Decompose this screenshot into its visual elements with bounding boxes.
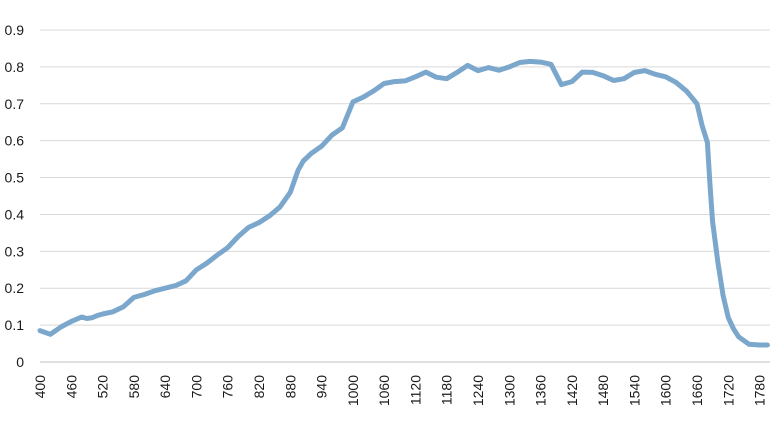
x-tick-label: 1000 — [345, 375, 361, 406]
series-line — [37, 58, 770, 348]
x-tick-label: 1300 — [501, 375, 517, 406]
x-tick-label: 1060 — [376, 375, 392, 406]
y-tick-label: 0.7 — [5, 96, 25, 112]
y-tick-label: 0.2 — [5, 280, 25, 296]
y-tick-label: 0.8 — [5, 59, 25, 75]
y-tick-label: 0.4 — [5, 206, 25, 222]
y-axis-tick-labels: 0 0.1 0.2 0.3 0.4 0.5 0.6 0.7 0.8 0.9 — [5, 22, 25, 370]
x-tick-label: 760 — [220, 375, 236, 399]
x-tick-label: 1420 — [564, 375, 580, 406]
x-axis-tick-labels: 400 460 520 580 640 700 760 820 880 940 1000 1060 11… — [32, 375, 768, 406]
y-tick-label: 0.5 — [5, 170, 25, 186]
x-tick-label: 1240 — [470, 375, 486, 406]
x-tick-label: 520 — [95, 375, 111, 399]
x-tick-label: 1600 — [658, 375, 674, 406]
x-tick-label: 1480 — [595, 375, 611, 406]
y-tick-label: 0.3 — [5, 243, 25, 259]
series-group — [37, 58, 770, 348]
y-tick-label: 0.1 — [5, 317, 25, 333]
x-tick-label: 1540 — [626, 375, 642, 406]
x-tick-label: 1720 — [720, 375, 736, 406]
x-tick-label: 1360 — [533, 375, 549, 406]
y-tick-label: 0 — [16, 354, 24, 370]
y-tick-label: 0.9 — [5, 22, 25, 38]
x-tick-label: 580 — [126, 375, 142, 399]
x-tick-label: 940 — [314, 375, 330, 399]
x-tick-label: 400 — [32, 375, 48, 399]
x-tick-label: 880 — [282, 375, 298, 399]
x-tick-label: 460 — [63, 375, 79, 399]
x-tick-label: 1120 — [407, 375, 423, 405]
x-tick-label: 820 — [251, 375, 267, 399]
x-tick-label: 700 — [188, 375, 204, 399]
x-tick-label: 640 — [157, 375, 173, 399]
y-tick-label: 0.6 — [5, 133, 25, 149]
x-tick-label: 1180 — [439, 375, 455, 405]
x-tick-label: 1780 — [752, 375, 768, 406]
x-tick-label: 1660 — [689, 375, 705, 406]
